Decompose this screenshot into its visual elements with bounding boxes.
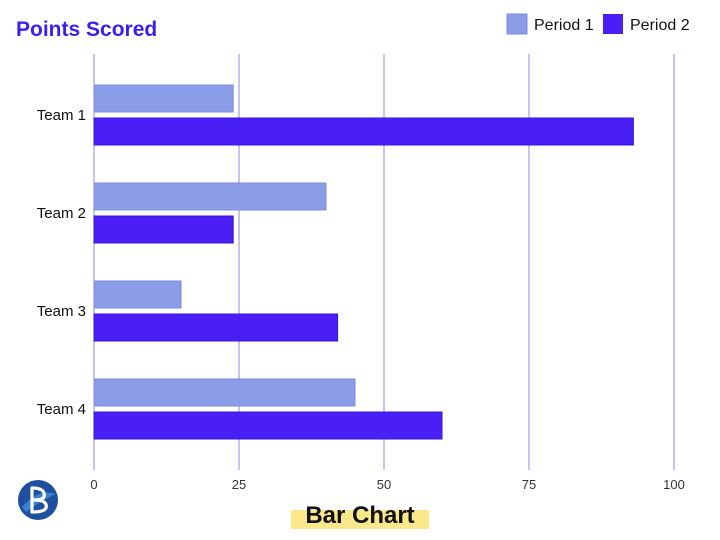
bar-team-4-period-2 [93,411,443,440]
legend-swatch-period-1 [506,13,528,35]
x-tick-label: 0 [90,477,97,492]
category-labels: Team 1 Team 2 Team 3 Team 4 [37,107,86,418]
legend: Period 1 Period 2 [506,13,690,35]
bar-team-4-period-1 [93,378,356,407]
chart-caption: Bar Chart [305,502,414,529]
bar-team-1-period-2 [93,117,634,146]
category-label: Team 2 [37,205,86,222]
category-label: Team 3 [37,303,86,320]
x-tick-label: 50 [377,477,391,492]
bar-team-2-period-2 [93,215,234,244]
grid-lines [93,54,675,470]
caption-highlight [291,510,429,529]
bar-team-3-period-2 [93,313,339,342]
x-tick-label: 75 [522,477,536,492]
category-label: Team 1 [37,107,86,124]
b-logo-icon [18,480,58,520]
bar-team-2-period-1 [93,182,327,211]
bars [93,84,634,440]
legend-swatch-period-2 [603,14,623,34]
x-axis-ticks: 0 25 50 75 100 [90,477,684,492]
x-tick-label: 25 [232,477,246,492]
chart-title: Points Scored [16,18,157,41]
bar-team-3-period-1 [93,280,182,309]
legend-label-period-2: Period 2 [630,17,690,34]
bar-team-1-period-1 [93,84,234,113]
category-label: Team 4 [37,401,86,418]
legend-label-period-1: Period 1 [534,17,594,34]
x-tick-label: 100 [663,477,685,492]
